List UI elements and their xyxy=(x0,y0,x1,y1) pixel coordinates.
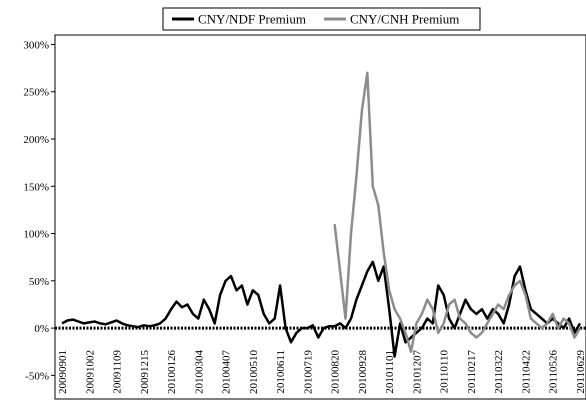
x-tick-label: 20100510 xyxy=(248,350,260,395)
x-tick-label: 20110422 xyxy=(520,350,532,394)
series-line xyxy=(333,71,582,353)
y-tick-label: 150% xyxy=(23,181,49,193)
x-tick-label: 20100928 xyxy=(357,350,369,395)
x-tick-label: 20100719 xyxy=(302,350,314,395)
x-tick-label: 20100407 xyxy=(221,350,233,395)
x-tick-label: 20100126 xyxy=(166,350,178,395)
x-tick-label: 20091215 xyxy=(139,350,151,395)
legend-label: CNY/CNH Premium xyxy=(350,12,459,27)
x-tick-label: 20101101 xyxy=(384,350,396,394)
x-tick-label: 20091109 xyxy=(112,350,124,394)
x-tick-label: 20110629 xyxy=(575,350,586,394)
y-tick-label: 300% xyxy=(23,39,49,51)
x-tick-label: 20090901 xyxy=(57,350,69,394)
legend-label: CNY/NDF Premium xyxy=(198,12,306,27)
x-tick-label: 20100304 xyxy=(193,350,205,395)
x-tick-label: 20100611 xyxy=(275,350,287,394)
x-tick-label: 20110110 xyxy=(439,350,451,394)
y-tick-label: 0% xyxy=(34,323,49,335)
y-tick-label: -50% xyxy=(25,370,49,382)
y-tick-label: 100% xyxy=(23,229,49,241)
y-tick-label: 250% xyxy=(23,87,49,99)
x-tick-label: 20110526 xyxy=(548,350,560,394)
y-tick-label: 200% xyxy=(23,134,49,146)
x-tick-label: 20100820 xyxy=(330,350,342,395)
x-tick-label: 20101207 xyxy=(411,350,423,395)
x-tick-label: 20110322 xyxy=(493,350,505,394)
y-tick-label: 50% xyxy=(29,276,49,288)
legend-box xyxy=(162,7,481,31)
x-tick-label: 20091002 xyxy=(84,350,96,394)
x-tick-label: 20110217 xyxy=(466,350,478,394)
plot-frame xyxy=(54,34,586,400)
